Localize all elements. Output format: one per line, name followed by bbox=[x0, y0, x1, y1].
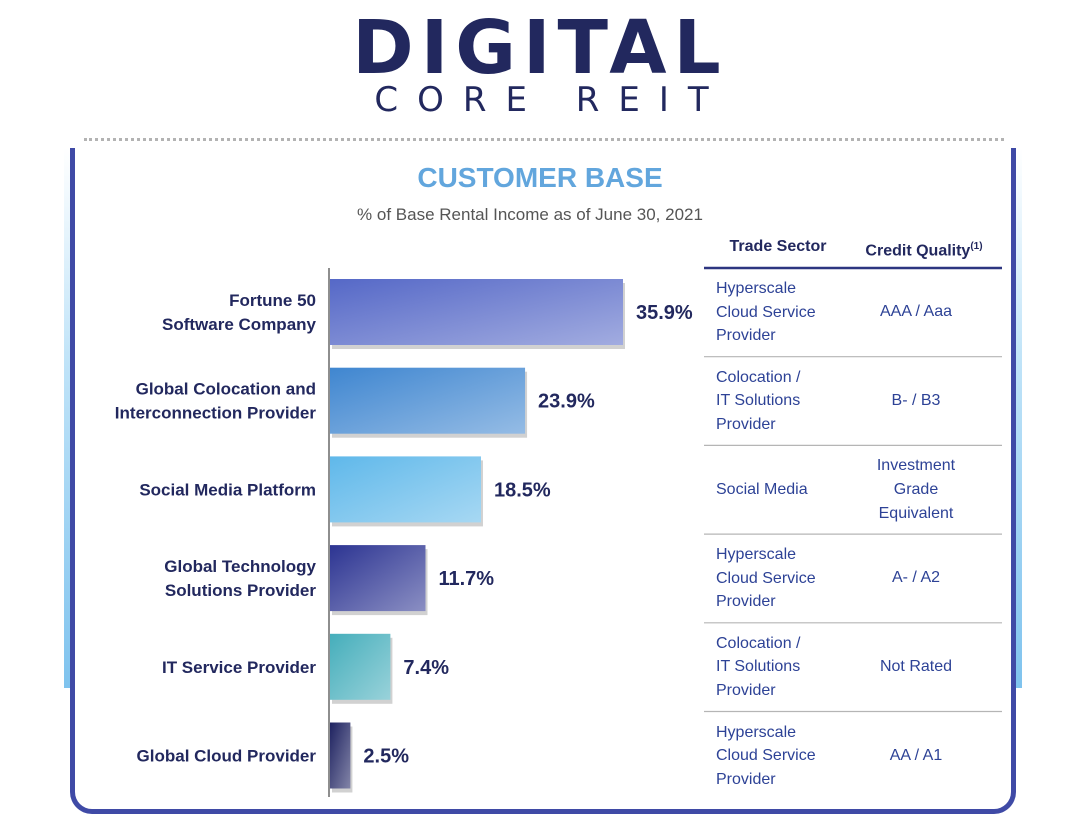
data-label: 2.5% bbox=[363, 746, 409, 768]
column-header-trade-sector: Trade Sector bbox=[712, 236, 844, 258]
bar-global-colocation-and-interconnection-provider bbox=[330, 367, 526, 434]
customer-base-card bbox=[70, 148, 1016, 814]
credit-quality-text: B- / B3 bbox=[891, 392, 941, 410]
trade-sector-text: Colocation / IT Solutions Provider bbox=[716, 634, 801, 699]
credit-quality-footnote: (1) bbox=[970, 241, 983, 252]
credit-quality-cell: Not Rated bbox=[846, 625, 986, 710]
trade-sector-header-text: Trade Sector bbox=[729, 238, 827, 255]
credit-quality-text: AA / A1 bbox=[889, 746, 943, 764]
data-label: 7.4% bbox=[403, 657, 449, 679]
bar-global-cloud-provider bbox=[330, 722, 351, 789]
trade-sector-text: Hyperscale Cloud Service Provider bbox=[716, 546, 816, 611]
credit-quality-cell: AAA / Aaa bbox=[846, 270, 986, 355]
data-label: 35.9% bbox=[636, 302, 693, 324]
trade-sector-text: Colocation / IT Solutions Provider bbox=[716, 368, 801, 433]
chart-title: CUSTOMER BASE bbox=[417, 162, 663, 193]
credit-quality-cell: AA / A1 bbox=[846, 714, 986, 799]
bar-it-service-provider bbox=[330, 633, 391, 700]
credit-quality-cell: Investment Grade Equivalent bbox=[846, 447, 986, 532]
trade-sector-text: Hyperscale Cloud Service Provider bbox=[716, 723, 816, 788]
bar-fortune-50-software-company bbox=[330, 279, 623, 345]
bar-global-technology-solutions-provider bbox=[330, 545, 426, 612]
category-label: Global Colocation and Interconnection Pro… bbox=[115, 380, 317, 423]
column-header-credit-quality: Credit Quality(1) bbox=[852, 236, 996, 262]
credit-quality-cell: B- / B3 bbox=[846, 359, 986, 444]
data-label: 23.9% bbox=[538, 391, 595, 413]
credit-quality-text: Not Rated bbox=[879, 658, 953, 676]
trade-sector-text: Hyperscale Cloud Service Provider bbox=[716, 280, 816, 345]
dotted-divider bbox=[84, 138, 1004, 141]
credit-quality-text: Investment Grade Equivalent bbox=[876, 456, 956, 522]
credit-quality-text: AAA / Aaa bbox=[879, 303, 953, 321]
category-label: Global Cloud Provider bbox=[137, 747, 317, 766]
chart-subtitle: % of Base Rental Income as of June 30, 2… bbox=[357, 205, 703, 224]
data-label: 11.7% bbox=[438, 568, 494, 590]
trade-sector-cell: Hyperscale Cloud Service Provider bbox=[716, 270, 866, 355]
category-label: Global Technology Solutions Provider bbox=[164, 557, 316, 600]
data-label: 18.5% bbox=[494, 479, 551, 501]
logo-wordmark: DIGITAL bbox=[352, 5, 728, 91]
trade-sector-cell: Hyperscale Cloud Service Provider bbox=[716, 714, 866, 799]
trade-sector-cell: Hyperscale Cloud Service Provider bbox=[716, 536, 866, 621]
trade-sector-cell: Colocation / IT Solutions Provider bbox=[716, 625, 866, 710]
credit-quality-text: A- / A2 bbox=[891, 569, 941, 587]
credit-quality-cell: A- / A2 bbox=[846, 536, 986, 621]
logo-subtitle: CORE REIT bbox=[374, 80, 728, 120]
category-label: Social Media Platform bbox=[139, 480, 316, 499]
trade-sector-cell: Colocation / IT Solutions Provider bbox=[716, 359, 866, 444]
bar-social-media-platform bbox=[330, 456, 481, 523]
trade-sector-cell: Social Media bbox=[716, 447, 866, 532]
credit-quality-header-text: Credit Quality bbox=[865, 242, 971, 260]
category-label: IT Service Provider bbox=[162, 658, 316, 677]
trade-sector-text: Social Media bbox=[716, 480, 808, 498]
category-label: Fortune 50 Software Company bbox=[162, 291, 317, 334]
